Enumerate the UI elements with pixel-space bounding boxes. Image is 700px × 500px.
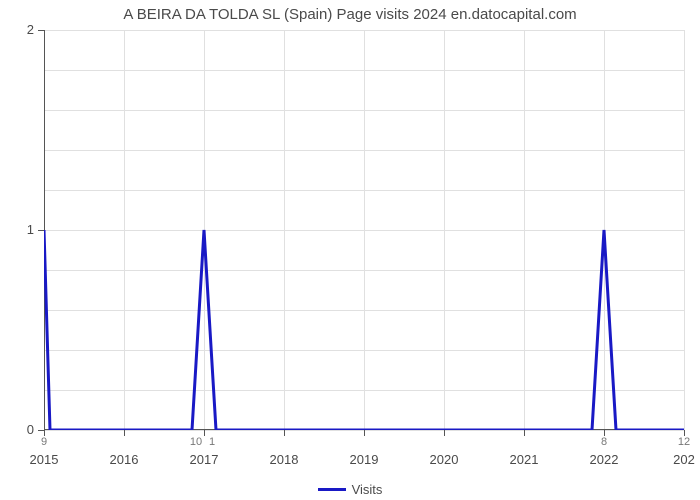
x-tick-label: 2021 (504, 452, 544, 467)
x-tick-label: 202 (664, 452, 700, 467)
x-tick-label: 2020 (424, 452, 464, 467)
y-tick-mark (38, 230, 44, 231)
chart-container: A BEIRA DA TOLDA SL (Spain) Page visits … (0, 0, 700, 500)
x-tick-label: 2017 (184, 452, 224, 467)
x-tick-mark (284, 430, 285, 436)
x-sub-label: 9 (32, 436, 56, 448)
x-sub-label: 8 (592, 436, 616, 448)
grid-line-vertical (684, 30, 685, 430)
x-sub-label: 1 (200, 436, 224, 448)
legend-swatch (318, 488, 346, 491)
y-tick-label: 2 (27, 22, 34, 37)
y-tick-label: 1 (27, 222, 34, 237)
x-tick-mark (444, 430, 445, 436)
x-tick-label: 2018 (264, 452, 304, 467)
chart-title: A BEIRA DA TOLDA SL (Spain) Page visits … (0, 6, 700, 23)
y-tick-mark (38, 30, 44, 31)
x-tick-mark (524, 430, 525, 436)
x-tick-label: 2015 (24, 452, 64, 467)
x-tick-label: 2022 (584, 452, 624, 467)
x-tick-label: 2019 (344, 452, 384, 467)
x-tick-mark (124, 430, 125, 436)
legend-label: Visits (352, 482, 383, 497)
legend-item-visits: Visits (318, 482, 383, 497)
x-tick-label: 2016 (104, 452, 144, 467)
plot-area (44, 30, 684, 430)
y-tick-label: 0 (27, 422, 34, 437)
x-sub-label: 12 (672, 436, 696, 448)
legend: Visits (0, 478, 700, 497)
series-line (44, 30, 684, 430)
x-tick-mark (364, 430, 365, 436)
